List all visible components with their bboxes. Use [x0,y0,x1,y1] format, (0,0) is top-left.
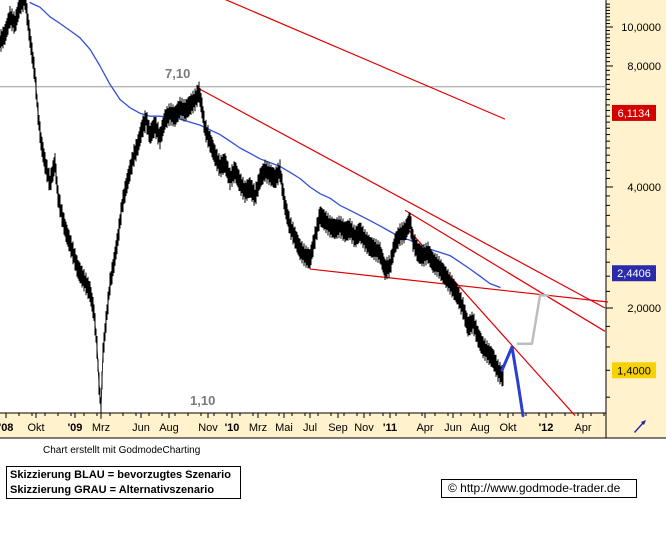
chart-credit: Chart erstellt mit GodmodeCharting [43,445,201,456]
y-ticks: 10,0000 8,0000 4,0000 2,0000 [606,3,661,398]
x-tick-label: Sep [328,422,348,434]
y-tick-label: 2,0000 [627,303,661,315]
x-tick-label: Apr [574,422,591,434]
x-tick-label: Apr [416,422,433,434]
legend-line-blue: Skizzierung BLAU = bevorzugtes Szenario [10,469,231,481]
x-ticks: '08 Okt '09 Mrz Jun Aug Nov '10 Mrz Mai Jul Sep Nov '… [0,413,605,434]
x-tick-label: Mrz [249,422,267,434]
x-tick-label: Mai [275,422,293,434]
x-tick-label: Okt [27,422,44,434]
price-tags: 6,1134 2,4406 1,4000 [612,104,656,379]
y-tick-label: 10,0000 [621,22,661,34]
price-layer [0,0,504,419]
cursor-box[interactable] [626,418,662,436]
trend-lines-layer [0,0,609,416]
x-tick-label: '12 [539,422,554,434]
x-tick-label: Mrz [92,422,110,434]
x-tick-label: '10 [225,422,240,434]
red-trend-line-2 [404,209,606,332]
x-tick-label: Jun [444,422,462,434]
x-tick-label: Nov [354,422,374,434]
x-tick-label: '09 [68,422,83,434]
grey-scenario-line [516,294,550,345]
scenario-legend: Skizzierung BLAU = bevorzugtes Szenario … [6,466,241,499]
price-tag-label: 1,4000 [617,365,651,377]
y-tick-label: 4,0000 [627,182,661,194]
x-tick-label: '11 [383,422,397,434]
price-tag-box [612,104,656,121]
x-tick-label: Aug [470,422,490,434]
price-tag-box [612,265,656,282]
price-line [0,0,504,409]
y-tick-label: 8,0000 [627,61,661,73]
price-tag-box [612,362,656,379]
scenario-layer [500,294,550,418]
x-tick-label: Okt [499,422,516,434]
cursor-icon[interactable] [634,420,646,433]
price-tag-label: 6,1134 [618,108,651,120]
source-url[interactable]: © http://www.godmode-trader.de [441,479,637,498]
x-tick-label: Jun [132,422,150,434]
price-tag-label: 2,4406 [617,268,651,280]
annotation-high: 7,10 [165,66,190,81]
x-tick-label: Aug [159,422,179,434]
annotation-low: 1,10 [190,393,215,408]
blue-scenario-line [500,345,525,418]
x-tick-label: Nov [198,422,218,434]
red-trend-line-1 [199,88,606,309]
plot-area [0,0,606,413]
red-trend-line-0 [224,0,506,120]
x-tick-label: '08 [0,422,13,434]
legend-line-grey: Skizzierung GRAU = Alternativszenario [10,484,215,496]
x-tick-label: Jul [303,422,317,434]
